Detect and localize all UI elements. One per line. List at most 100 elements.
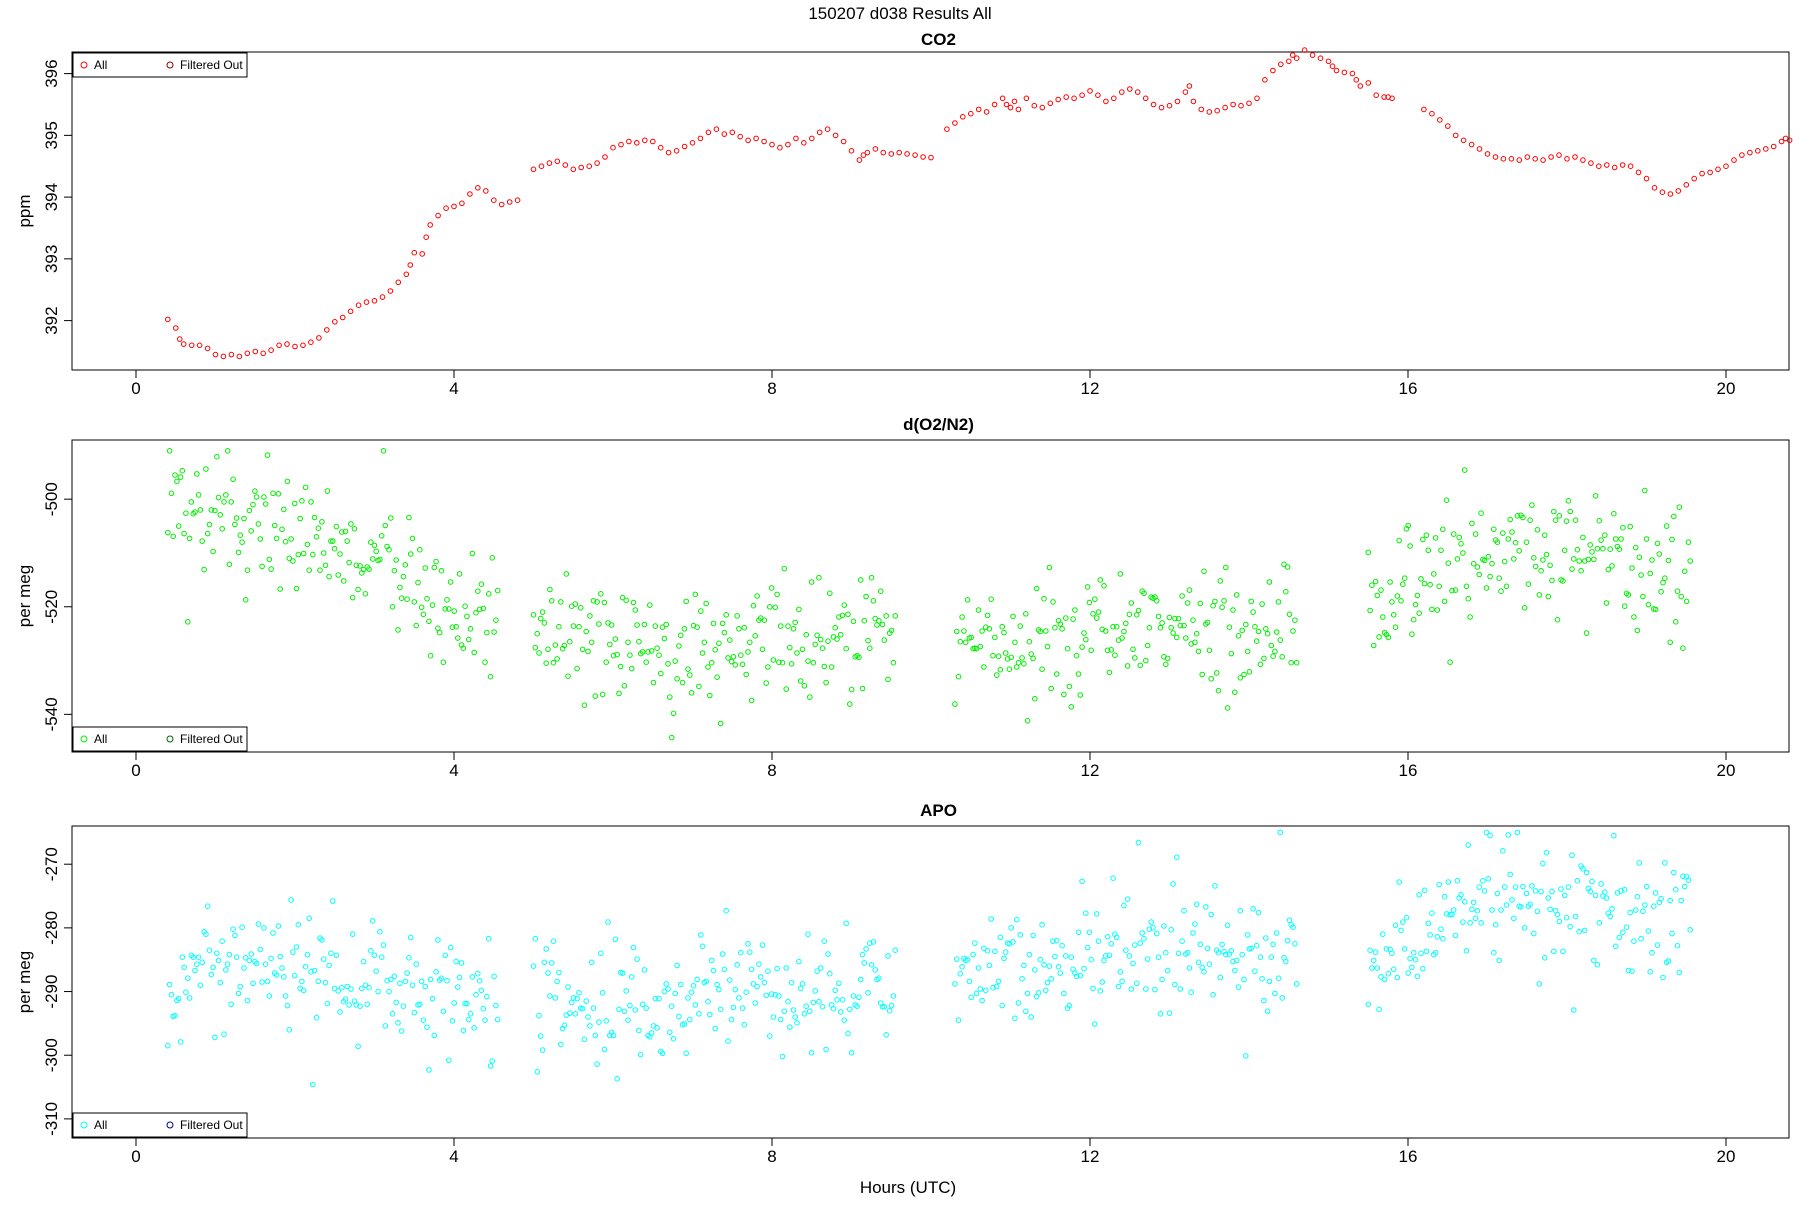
data-point [1627,163,1634,169]
data-point [286,555,293,562]
data-point [636,638,642,645]
data-point [1390,612,1397,618]
data-point [1133,980,1140,987]
data-point [1563,914,1570,921]
data-point [1181,907,1187,914]
data-point [1611,510,1617,517]
data-point [794,1020,800,1026]
y-axis-label: per meg [15,951,34,1013]
data-point [1602,532,1608,539]
data-point [817,965,824,971]
data-point [368,948,374,954]
data-point [1079,878,1085,885]
data-point [1667,639,1673,646]
data-point [596,621,602,627]
data-point [843,920,850,927]
data-point [1017,932,1024,938]
data-point [1574,546,1581,553]
data-point [779,659,786,666]
data-point [1669,536,1675,543]
data-point [1469,520,1475,527]
data-point [1640,908,1646,915]
data-point [828,664,835,670]
data-point [1498,588,1504,595]
data-point [1333,67,1340,74]
data-point [797,678,804,684]
data-point [1092,1021,1098,1027]
data-point [1124,896,1131,903]
data-point [304,951,311,958]
data-point [418,978,425,985]
data-point [255,521,262,527]
data-point [1157,1011,1164,1017]
data-point [665,986,671,992]
data-point [536,1012,542,1019]
data-point [1204,945,1211,952]
data-point [1456,534,1462,541]
data-point [876,975,882,982]
data-point [832,624,839,631]
data-point [1061,990,1067,997]
data-point [1521,605,1528,611]
data-point [1632,544,1639,551]
data-point [1604,162,1610,168]
data-point [1103,98,1109,105]
data-point [968,110,974,117]
data-point [1531,555,1537,561]
data-point [1425,547,1432,554]
data-point [961,628,967,634]
data-point [366,566,372,572]
data-point [1177,622,1184,629]
data-point [1443,911,1450,917]
data-point [641,621,648,628]
data-point [1485,876,1492,882]
data-point [1175,950,1182,957]
data-point [1286,611,1293,618]
data-point [446,606,452,612]
data-point [1012,639,1018,646]
data-point [276,342,282,349]
data-point [233,515,240,521]
data-point [1449,587,1455,594]
data-point [1195,959,1202,966]
data-point [1680,873,1686,880]
data-point [1663,523,1670,529]
data-point [177,474,184,480]
data-point [1032,695,1038,702]
data-point [721,966,728,973]
data-point [1524,154,1531,160]
y-axis-label: per meg [15,565,34,627]
data-point [1011,98,1018,105]
data-point [447,944,454,951]
data-point [1480,878,1486,884]
data-point [650,138,656,145]
data-point [545,646,551,653]
data-point [1041,595,1047,602]
data-point [1157,624,1164,631]
data-point [438,567,445,574]
data-point [960,114,966,120]
data-point [538,163,545,169]
data-point [856,654,862,661]
data-point [403,271,410,278]
data-point [1492,154,1499,160]
data-point [168,490,175,497]
data-point [311,514,318,521]
data-point [1246,100,1252,107]
data-point [1290,924,1296,931]
x-tick-label: 0 [131,1147,140,1166]
data-point [1410,949,1417,956]
data-point [585,1014,591,1020]
data-point [440,659,447,666]
data-point [601,599,608,606]
data-point [1425,920,1432,927]
data-point [689,140,696,146]
data-point [1277,829,1284,836]
data-point [883,613,890,619]
data-point [1592,892,1599,899]
data-point [986,962,993,969]
data-point [1254,95,1260,102]
data-point [694,624,700,631]
data-point [1436,583,1442,590]
